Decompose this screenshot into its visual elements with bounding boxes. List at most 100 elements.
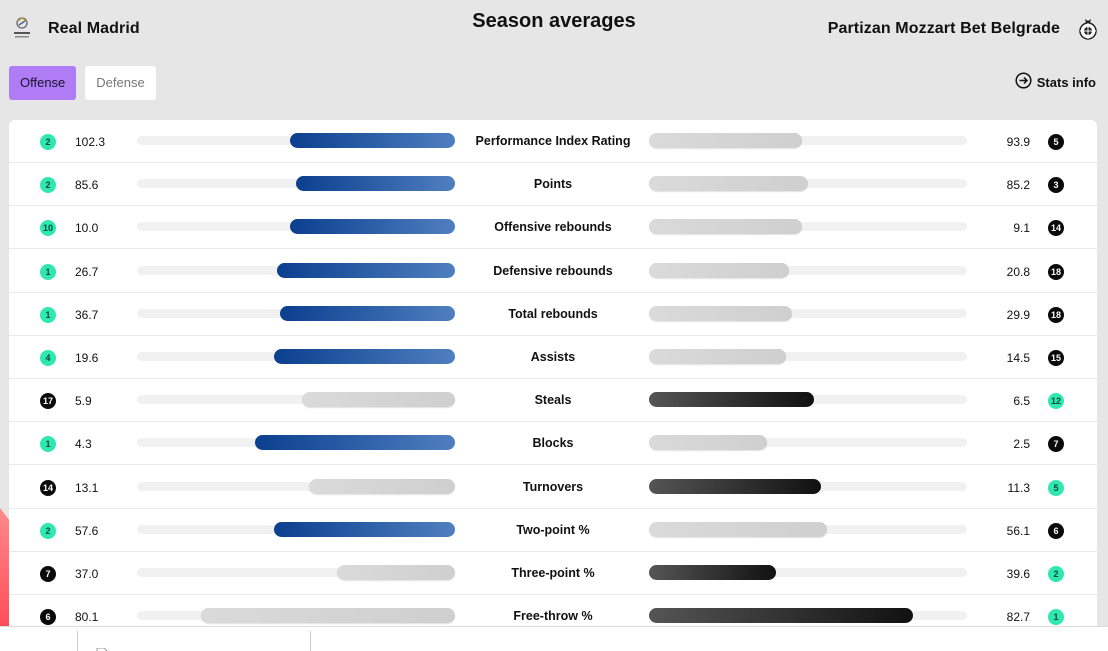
stat-row: 1 36.7 Total rebounds 29.9 18 — [9, 293, 1097, 336]
page-title: Season averages — [472, 10, 636, 32]
arrow-circle-right-icon — [1015, 72, 1032, 92]
document-icon — [96, 645, 108, 651]
stats-comparison-panel: 2 102.3 Performance Index Rating 93.9 5 2 85.6… — [9, 120, 1097, 640]
stat-label: Assists — [530, 350, 576, 364]
team-left-bar-track — [137, 176, 455, 192]
team-right-bar-track — [649, 262, 967, 278]
team-left-rank-badge: 1 — [40, 306, 56, 323]
stat-label: Offensive rebounds — [494, 220, 612, 235]
team-right-bar — [649, 521, 828, 537]
team-right-rank-badge: 18 — [1048, 263, 1064, 280]
team-right-bar — [649, 305, 793, 321]
team-right-rank-badge: 6 — [1048, 522, 1064, 539]
team-right-bar — [649, 608, 913, 624]
team-left-bar — [289, 219, 455, 235]
stat-label: Points — [533, 177, 573, 192]
team-right-bar-track — [649, 176, 967, 192]
team-left-bar-track — [137, 262, 455, 278]
team-right-bar — [649, 262, 789, 278]
stat-row: 10 10.0 Offensive rebounds 9.1 14 — [9, 206, 1097, 250]
team-right[interactable]: Partizan Mozzart Bet Belgrade — [828, 14, 1100, 44]
team-left-bar-track — [137, 435, 455, 451]
team-right-rank-badge: 7 — [1048, 436, 1064, 453]
stat-label: Free-throw % — [513, 609, 593, 624]
stats-info-link[interactable]: Stats info — [1015, 72, 1096, 92]
stat-row: 17 5.9 Steals 6.5 12 — [9, 379, 1097, 423]
stat-label: Turnovers — [522, 479, 584, 494]
team-left-stat-value: 37.0 — [75, 567, 99, 581]
team-left-stat-value: 57.6 — [75, 523, 99, 538]
partizan-crest-icon — [1076, 14, 1100, 44]
team-left-stat-value: 5.9 — [75, 394, 92, 409]
team-left-name: Real Madrid — [48, 20, 140, 37]
team-right-bar — [649, 176, 808, 192]
team-right-bar-track — [649, 133, 967, 148]
team-left-stat-value: 19.6 — [75, 351, 99, 365]
team-right-bar — [649, 478, 821, 494]
team-left-bar-track — [137, 565, 455, 580]
team-right-stat-value: 39.6 — [1006, 567, 1030, 581]
team-left-bar — [289, 133, 455, 148]
team-right-stat-value: 20.8 — [1006, 264, 1030, 279]
team-right-rank-badge: 1 — [1048, 609, 1064, 626]
team-left-bar — [296, 176, 455, 192]
team-left-bar-track — [137, 219, 455, 235]
team-left-rank-badge: 4 — [40, 350, 56, 366]
team-right-rank-badge: 3 — [1048, 177, 1064, 194]
stat-row: 4 19.6 Assists 14.5 15 — [9, 336, 1097, 379]
team-right-bar — [649, 133, 802, 148]
team-left-bar-track — [137, 478, 455, 494]
team-left-stat-value: 102.3 — [75, 135, 106, 149]
team-left-stat-value: 4.3 — [75, 437, 92, 452]
stat-label: Steals — [534, 393, 572, 408]
decorative-red-accent — [0, 508, 9, 626]
team-left-rank-badge: 14 — [40, 479, 56, 496]
stat-label: Performance Index Rating — [475, 134, 631, 148]
team-left-bar — [302, 392, 455, 408]
team-left-stat-value: 13.1 — [75, 480, 99, 495]
team-right-stat-value: 9.1 — [1013, 221, 1030, 236]
team-right-bar-track — [649, 349, 967, 364]
team-left[interactable]: Real Madrid — [10, 14, 140, 44]
team-right-bar-track — [649, 219, 967, 235]
team-right-bar-track — [649, 608, 967, 624]
tab-defense[interactable]: Defense — [85, 66, 156, 100]
team-right-name: Partizan Mozzart Bet Belgrade — [827, 20, 1060, 37]
stat-label: Two-point % — [516, 522, 590, 537]
team-right-stat-value: 2.5 — [1013, 437, 1030, 452]
team-left-rank-badge: 17 — [40, 393, 56, 410]
team-left-bar — [337, 565, 455, 580]
team-left-rank-badge: 10 — [40, 220, 56, 237]
team-left-rank-badge: 1 — [40, 436, 56, 453]
team-right-bar-track — [649, 478, 967, 494]
stat-label: Defensive rebounds — [493, 263, 613, 278]
stat-row: 7 37.0 Three-point % 39.6 2 — [9, 552, 1097, 595]
team-left-bar-track — [137, 521, 455, 537]
team-left-stat-value: 26.7 — [75, 264, 99, 279]
team-right-rank-badge: 18 — [1048, 306, 1064, 323]
stat-row: 1 4.3 Blocks 2.5 7 — [9, 422, 1097, 466]
team-right-stat-value: 14.5 — [1006, 351, 1030, 365]
team-left-bar — [200, 608, 455, 624]
team-left-rank-badge: 1 — [40, 263, 56, 280]
team-right-stat-value: 93.9 — [1006, 135, 1030, 149]
team-left-rank-badge: 2 — [40, 134, 56, 150]
tab-offense[interactable]: Offense — [9, 66, 77, 100]
team-left-stat-value: 85.6 — [75, 178, 99, 193]
team-left-stat-value: 10.0 — [75, 221, 99, 236]
team-right-stat-value: 82.7 — [1006, 610, 1030, 625]
team-right-bar-track — [649, 392, 967, 408]
bottom-divider — [310, 631, 311, 651]
team-left-rank-badge: 6 — [40, 609, 56, 626]
team-right-bar — [649, 435, 767, 451]
stat-row: 14 13.1 Turnovers 11.3 5 — [9, 466, 1097, 509]
team-right-rank-badge: 14 — [1048, 220, 1064, 237]
team-left-bar — [280, 305, 455, 321]
bottom-divider — [77, 631, 78, 651]
team-left-rank-badge: 2 — [40, 522, 56, 539]
team-left-bar — [308, 478, 455, 494]
stats-tabs: Offense Defense — [9, 66, 156, 100]
team-left-bar-track — [137, 133, 455, 148]
real-madrid-crest-icon — [10, 14, 34, 44]
team-left-stat-value: 36.7 — [75, 307, 99, 322]
